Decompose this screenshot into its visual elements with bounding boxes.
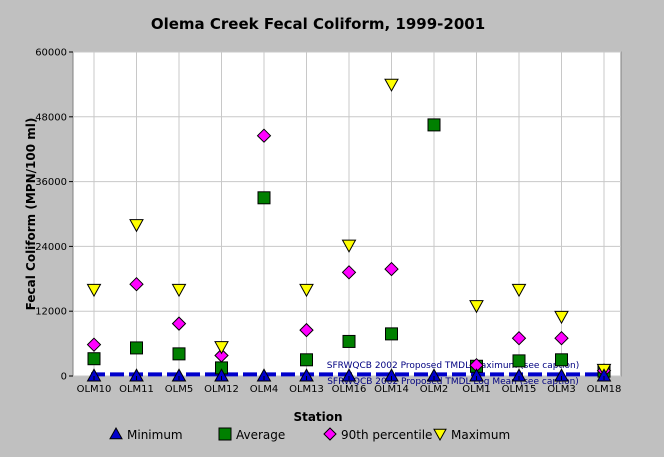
point-average bbox=[257, 191, 271, 205]
legend-marker-90th-percentile bbox=[323, 427, 337, 441]
point-90th-percentile bbox=[554, 330, 569, 346]
point-minimum bbox=[171, 368, 187, 382]
y-tick-label: 0 bbox=[61, 372, 67, 383]
point-minimum bbox=[384, 368, 399, 382]
point-maximum bbox=[511, 283, 527, 298]
point-maximum bbox=[86, 283, 102, 298]
y-tick-label: 24000 bbox=[35, 242, 67, 253]
chart-title: Olema Creek Fecal Coliform, 1999-2001 bbox=[151, 15, 485, 33]
x-tick-label: OLM18 bbox=[587, 384, 622, 395]
point-minimum bbox=[129, 368, 144, 382]
x-tick-label: OLM15 bbox=[502, 384, 537, 395]
legend-marker-maximum bbox=[433, 428, 447, 442]
point-90th-percentile bbox=[129, 276, 144, 292]
point-average bbox=[87, 352, 101, 366]
point-90th-percentile bbox=[299, 322, 314, 338]
y-axis-ticks: 0 12000 24000 36000 48000 60000 bbox=[35, 48, 73, 383]
legend-marker-minimum bbox=[109, 426, 123, 440]
y-tick-label: 12000 bbox=[35, 307, 67, 318]
point-minimum bbox=[256, 368, 272, 382]
legend-label-90th-percentile: 90th percentile bbox=[341, 428, 432, 442]
point-minimum bbox=[214, 368, 229, 382]
point-minimum bbox=[86, 368, 102, 382]
x-tick-label: OLM2 bbox=[420, 384, 448, 395]
point-minimum bbox=[596, 368, 612, 382]
point-maximum bbox=[214, 341, 229, 355]
point-minimum bbox=[469, 368, 484, 382]
x-tick-label: OLM4 bbox=[250, 384, 278, 395]
point-90th-percentile bbox=[214, 348, 229, 363]
reference-line-label: SFRWQCB 2002 Proposed TMDL Log Mean (see… bbox=[327, 377, 579, 387]
point-90th-percentile bbox=[341, 265, 357, 280]
x-tick-label: OLM10 bbox=[77, 384, 112, 395]
point-90th-percentile bbox=[384, 261, 399, 277]
legend-label-average: Average bbox=[236, 428, 285, 442]
point-average bbox=[172, 347, 186, 361]
x-tick-label: OLM12 bbox=[204, 384, 239, 395]
point-maximum bbox=[299, 283, 314, 298]
plot-area bbox=[72, 51, 622, 377]
point-maximum bbox=[341, 239, 357, 253]
point-90th-percentile bbox=[256, 128, 272, 143]
point-average bbox=[130, 341, 143, 355]
point-average bbox=[512, 354, 526, 368]
legend: Minimum Average 90th percentile Maximum bbox=[109, 426, 510, 442]
legend-label-minimum: Minimum bbox=[127, 428, 183, 442]
point-maximum bbox=[129, 219, 144, 233]
point-90th-percentile bbox=[86, 337, 102, 352]
point-minimum bbox=[554, 368, 569, 382]
y-tick-label: 48000 bbox=[35, 112, 67, 123]
grid bbox=[73, 51, 621, 377]
point-90th-percentile bbox=[511, 330, 527, 346]
y-tick-label: 36000 bbox=[35, 177, 67, 188]
x-tick-label: OLM13 bbox=[289, 384, 324, 395]
x-tick-label: OLM5 bbox=[165, 384, 193, 395]
point-average bbox=[342, 334, 356, 348]
point-minimum bbox=[299, 368, 314, 382]
legend-marker-average bbox=[218, 427, 232, 441]
y-axis-label: Fecal Coliform (MPN/100 ml) bbox=[24, 118, 38, 311]
x-tick-label: OLM16 bbox=[332, 384, 367, 395]
x-axis-label: Station bbox=[293, 410, 342, 424]
legend-label-maximum: Maximum bbox=[451, 428, 510, 442]
x-tick-label: OLM11 bbox=[119, 384, 154, 395]
point-maximum bbox=[554, 310, 569, 325]
reference-line-label: SFRWQCB 2002 Proposed TMDL Maximum (see … bbox=[327, 361, 579, 371]
x-tick-label: OLM3 bbox=[547, 384, 575, 395]
y-tick-label: 60000 bbox=[35, 48, 67, 59]
point-minimum bbox=[341, 368, 357, 382]
point-maximum bbox=[469, 300, 484, 314]
point-average bbox=[427, 118, 441, 132]
x-axis-ticks: OLM10 OLM11 OLM5 OLM12 OLM4 OLM13 OLM16 OLM14 OL… bbox=[77, 376, 622, 395]
x-tick-label: OLM1 bbox=[462, 384, 490, 395]
point-90th-percentile bbox=[171, 316, 187, 331]
point-maximum bbox=[171, 283, 187, 298]
point-average bbox=[385, 327, 398, 341]
data-marks bbox=[86, 78, 612, 382]
point-average bbox=[555, 353, 568, 367]
point-average bbox=[300, 353, 313, 367]
x-tick-label: OLM14 bbox=[374, 384, 409, 395]
point-maximum bbox=[384, 78, 399, 92]
point-minimum bbox=[511, 368, 527, 382]
point-minimum bbox=[426, 368, 442, 382]
